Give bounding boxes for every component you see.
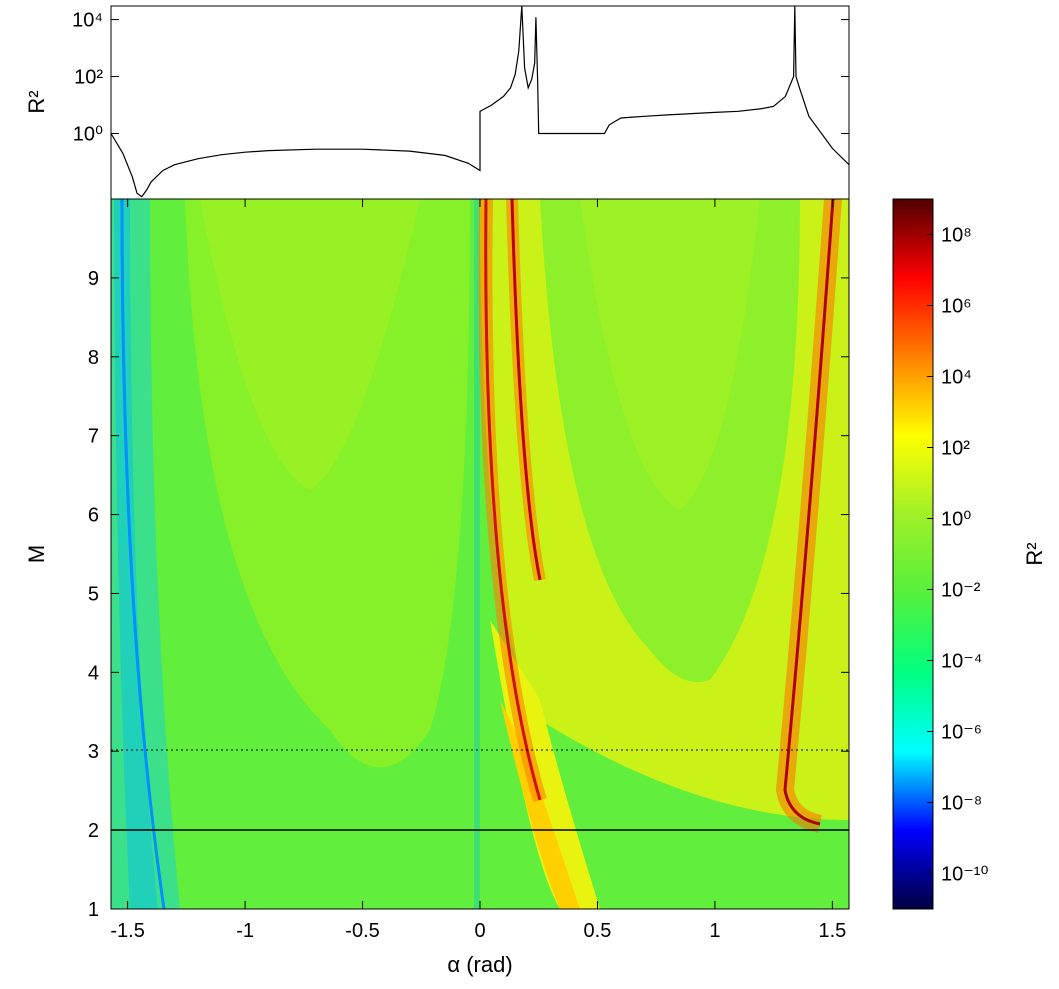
top-y-ticks: 10⁰ 10² 10⁴	[72, 10, 849, 145]
colorbar-tick-label: 10⁰	[941, 509, 971, 531]
heatmap-resonance-curve-3-core	[783, 199, 835, 826]
heatmap-strip-zero	[474, 199, 480, 909]
colorbar-tick-label: 10⁸	[941, 225, 972, 247]
colorbar-tick-label: 10⁻²	[941, 580, 981, 602]
top-y-tick-label: 10⁰	[73, 123, 103, 145]
colorbar-tick-label: 10⁻⁸	[941, 793, 982, 815]
colorbar-label: R²	[1022, 542, 1047, 565]
colorbar-scale	[893, 199, 933, 909]
y-tick-label: 7	[88, 426, 99, 448]
heatmap-band-lower-orange	[500, 700, 580, 909]
x-ticks: -1.5 -1 -0.5 0 0.5 1 1.5	[110, 199, 846, 942]
colorbar-tick-label: 10⁻⁴	[941, 651, 982, 673]
x-tick-label: -1.5	[110, 920, 144, 942]
top-y-axis-label: R²	[24, 90, 49, 113]
heatmap-resonance-curve-1-core	[484, 199, 542, 801]
x-tick-label: 1	[709, 920, 720, 942]
colorbar-tick-label: 10⁴	[941, 367, 972, 389]
heatmap-field	[111, 199, 849, 909]
colorbar: 10⁻¹⁰ 10⁻⁸ 10⁻⁶ 10⁻⁴ 10⁻² 10⁰ 10² 10⁴ 10⁶ 10⁸ R²	[892, 198, 1047, 910]
heatmap-band-left-inner	[200, 199, 420, 490]
y-tick-label: 9	[88, 268, 99, 290]
x-tick-label: 0.5	[584, 920, 612, 942]
y-axis-label: M	[24, 545, 49, 563]
colorbar-tick-label: 10⁻⁶	[941, 722, 982, 744]
colorbar-frame	[892, 198, 934, 910]
colorbar-tick-label: 10⁻¹⁰	[941, 864, 988, 886]
y-tick-label: 4	[88, 662, 99, 684]
y-tick-label: 3	[88, 741, 99, 763]
y-tick-label: 5	[88, 583, 99, 605]
top-y-tick-label: 10²	[74, 67, 103, 89]
top-panel: 10⁰ 10² 10⁴ R²	[24, 5, 850, 200]
heatmap-panel: -1.5 -1 -0.5 0 0.5 1 1.5 1 2 3 4 5 6 7 8 9 α (rad) M	[24, 198, 850, 977]
x-axis-label: α (rad)	[447, 952, 512, 977]
r2-line-series	[111, 6, 849, 198]
x-tick-label: 0	[474, 920, 485, 942]
heatmap-band-right-green-inner	[580, 199, 760, 510]
heatmap-minimum-curve	[120, 199, 166, 909]
colorbar-tick-label: 10²	[941, 438, 970, 460]
y-tick-label: 8	[88, 347, 99, 369]
heatmap-resonance-curve-2-core	[510, 199, 542, 581]
y-tick-label: 6	[88, 505, 99, 527]
x-tick-label: -0.5	[345, 920, 379, 942]
colorbar-ticks: 10⁻¹⁰ 10⁻⁸ 10⁻⁶ 10⁻⁴ 10⁻² 10⁰ 10² 10⁴ 10⁶ 10⁸	[927, 225, 988, 886]
x-tick-label: -1	[236, 920, 254, 942]
y-ticks: 1 2 3 4 5 6 7 8 9	[88, 268, 849, 921]
x-tick-label: 1.5	[818, 920, 846, 942]
y-tick-label: 2	[88, 820, 99, 842]
top-y-tick-label: 10⁴	[72, 10, 103, 32]
y-tick-label: 1	[88, 899, 99, 921]
colorbar-tick-label: 10⁶	[941, 296, 971, 318]
